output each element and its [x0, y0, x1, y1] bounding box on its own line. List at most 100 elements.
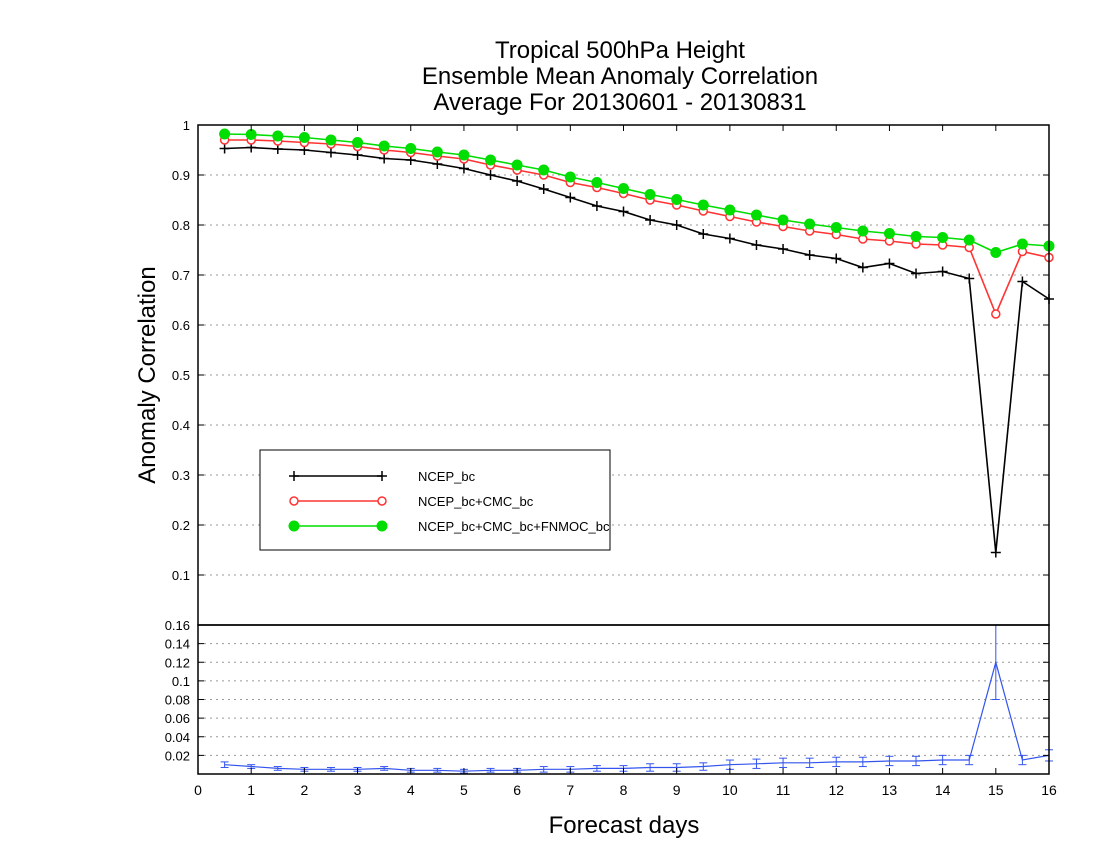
x-tick-label: 7 [566, 782, 574, 798]
lower-y-tick-label: 0.04 [165, 730, 190, 745]
data-point [565, 192, 576, 203]
main-y-tick-label: 0.2 [172, 518, 190, 533]
data-point [485, 154, 497, 166]
data-point [219, 128, 231, 140]
data-point [644, 189, 656, 200]
x-tick-label: 4 [407, 782, 415, 798]
data-point [645, 215, 656, 225]
legend-item: NCEP_bc+CMC_bc [289, 494, 534, 509]
x-tick-label: 9 [673, 782, 681, 798]
chart-title-line-1: Tropical 500hPa Height [495, 37, 745, 64]
data-point [671, 194, 683, 205]
data-point [937, 232, 949, 243]
x-tick-label: 15 [988, 782, 1004, 798]
data-point [538, 184, 549, 194]
data-point [883, 228, 895, 239]
data-point [431, 146, 443, 158]
data-point [697, 199, 709, 211]
data-point [910, 231, 922, 242]
legend: NCEP_bc NCEP_bc+CMC_bc NCEP_bc+CMC_bc+FNMO… [259, 449, 611, 551]
data-point [671, 220, 682, 230]
x-tick-label: 16 [1041, 782, 1057, 798]
legend-label: NCEP_bc+CMC_bc+FNMOC_bc [418, 519, 610, 534]
data-point [857, 225, 869, 237]
error-bar [832, 756, 841, 768]
data-point [564, 171, 576, 183]
main-y-tick-label: 0.4 [172, 418, 190, 433]
data-point [990, 247, 1002, 258]
data-point [352, 150, 363, 160]
x-tick-label: 10 [722, 782, 738, 798]
x-tick-label: 8 [620, 782, 628, 798]
data-point [272, 130, 284, 142]
main-plot-grid [198, 174, 1049, 576]
data-point [219, 143, 230, 154]
data-point [698, 229, 709, 239]
x-tick-label: 6 [513, 782, 521, 798]
main-y-tick-label: 0.1 [172, 568, 190, 583]
error-bar [380, 766, 389, 771]
x-tick-label: 2 [300, 782, 308, 798]
lower-y-axis: 0.02 0.04 0.06 0.08 0.1 0.12 0.14 0.16 [165, 618, 1049, 763]
error-bar [486, 767, 495, 773]
legend-marker [377, 496, 387, 506]
data-point [857, 262, 868, 273]
legend-item: NCEP_bc [289, 469, 476, 484]
main-y-axis: 0.1 0.2 0.3 0.4 0.5 0.6 0.7 0.8 0.9 1 [172, 118, 1049, 583]
data-point [512, 176, 523, 186]
error-bar [858, 756, 867, 768]
legend-box [259, 449, 611, 551]
main-y-tick-label: 0.5 [172, 368, 190, 383]
x-tick-label: 5 [460, 782, 468, 798]
series-2 [219, 128, 1055, 258]
x-tick-label: 12 [828, 782, 844, 798]
main-y-tick-label: 0.3 [172, 468, 190, 483]
lower-y-tick-label: 0.08 [165, 693, 190, 708]
data-point [618, 183, 629, 194]
x-tick-label: 1 [247, 782, 255, 798]
chart-title-line-2: Ensemble Mean Anomaly Correlation [422, 63, 818, 90]
data-point [964, 273, 975, 284]
error-bar [779, 757, 788, 768]
x-tick-label: 0 [194, 782, 202, 798]
x-tick-label: 3 [354, 782, 362, 798]
data-point [458, 149, 470, 161]
error-bar [938, 754, 947, 766]
data-point [963, 234, 975, 246]
data-point [1016, 238, 1028, 250]
x-tick-label: 11 [776, 782, 791, 798]
data-point [591, 201, 602, 211]
data-point [298, 132, 310, 143]
lower-plot-grid [198, 643, 1049, 756]
main-y-tick-label: 0.9 [172, 168, 190, 183]
data-point [458, 163, 469, 174]
data-point [991, 309, 1001, 319]
data-point [591, 177, 603, 188]
data-point [1017, 276, 1028, 287]
error-bar [646, 763, 655, 772]
data-point [618, 206, 629, 217]
x-axis-label: Forecast days [549, 812, 700, 839]
chart-title-line-3: Average For 20130601 - 20130831 [433, 89, 806, 116]
data-point [511, 159, 523, 171]
error-bar [539, 766, 548, 773]
data-point [379, 153, 390, 164]
lower-y-tick-label: 0.16 [165, 618, 190, 633]
legend-marker [288, 520, 300, 532]
x-tick-label: 13 [882, 782, 898, 798]
main-y-tick-label: 0.7 [172, 268, 190, 283]
data-point [804, 218, 816, 230]
lower-y-tick-label: 0.06 [165, 711, 190, 726]
lower-y-tick-label: 0.1 [172, 674, 190, 689]
error-bar [752, 758, 761, 769]
y-axis-label: Anomaly Correlation [134, 266, 161, 483]
error-bar [433, 767, 442, 773]
error-bar [273, 766, 282, 771]
main-plot-series [219, 128, 1055, 558]
error-bar [885, 755, 894, 767]
data-point [777, 214, 789, 226]
legend-item: NCEP_bc+CMC_bc+FNMOC_bc [288, 519, 610, 534]
data-point [778, 244, 789, 254]
legend-marker [289, 471, 299, 481]
